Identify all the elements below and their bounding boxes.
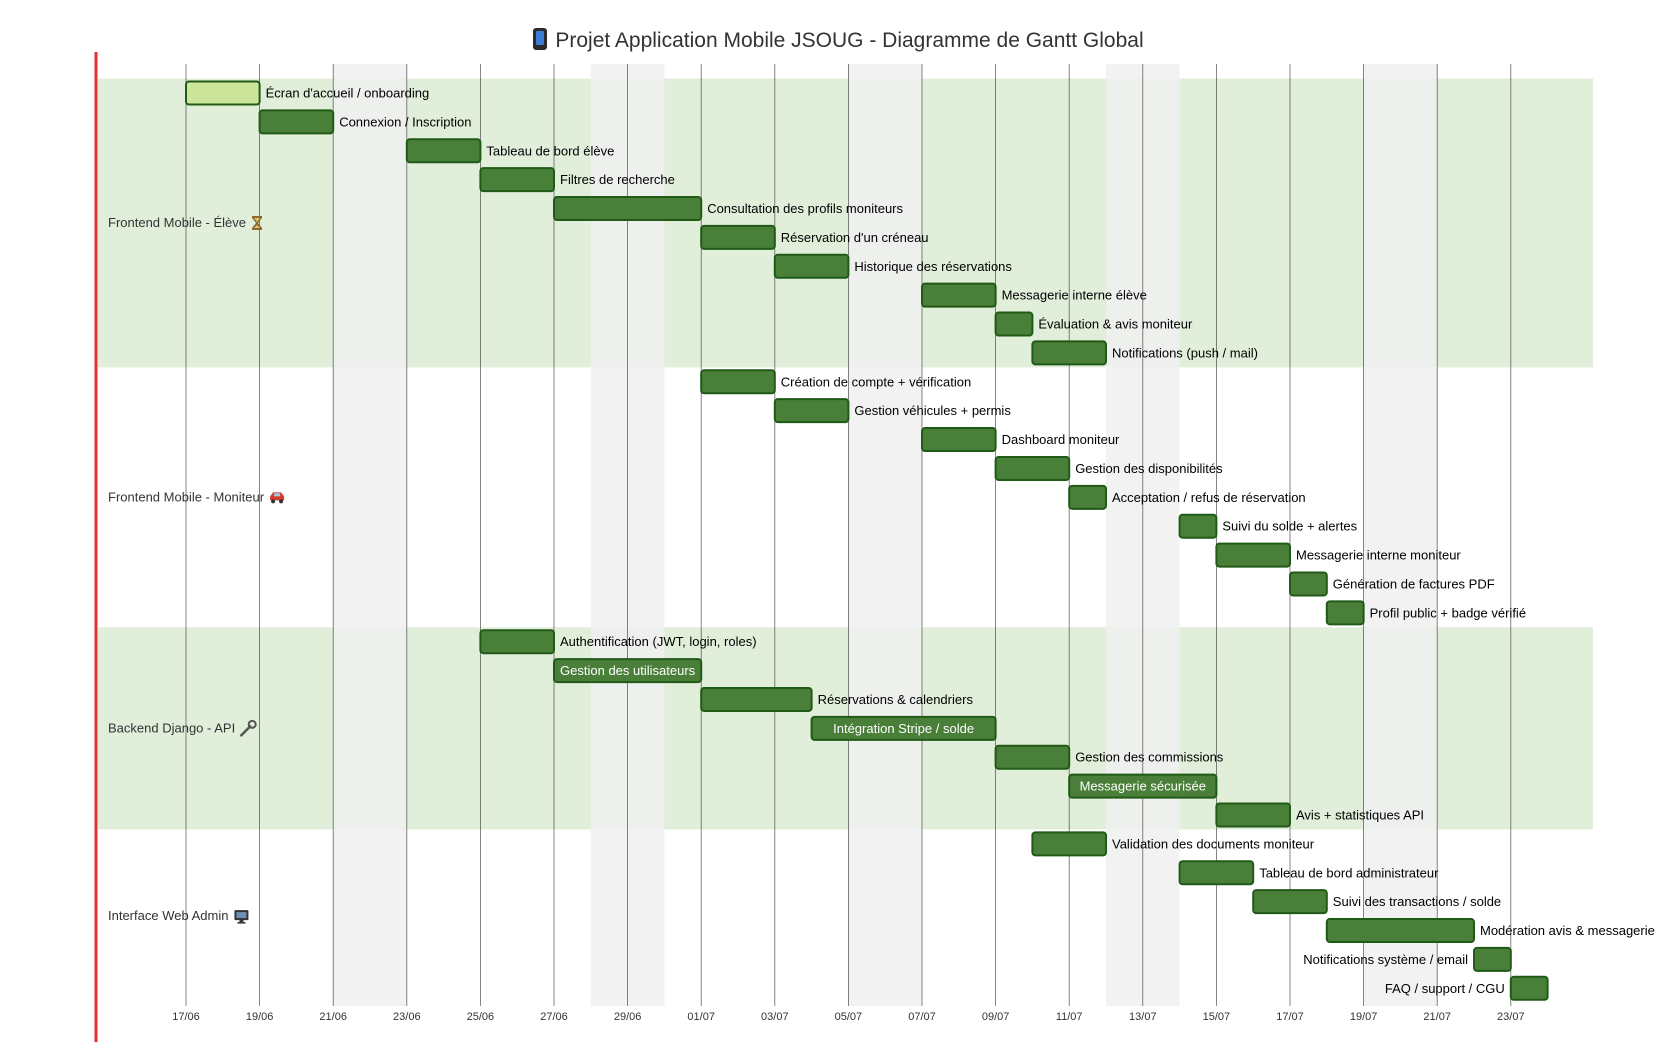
task-label: Notifications (push / mail) (1112, 345, 1258, 360)
task-bar (1327, 919, 1474, 942)
task-bar (996, 457, 1070, 480)
task-bar (480, 630, 554, 653)
section-label: Frontend Mobile - Moniteur (108, 489, 265, 504)
weekend-band (333, 64, 407, 1006)
x-tick-label: 17/07 (1276, 1011, 1304, 1023)
section-label: Backend Django - API (108, 720, 235, 735)
task-label: Création de compte + vérification (781, 374, 971, 389)
task-label: Notifications système / email (1303, 952, 1468, 967)
x-tick-label: 21/06 (319, 1011, 347, 1023)
task-bar (1511, 977, 1548, 1000)
task-label: Intégration Stripe / solde (833, 721, 974, 736)
task-label: Écran d'accueil / onboarding (266, 86, 430, 101)
desktop-computer-icon (234, 910, 248, 924)
task-bar (554, 197, 701, 220)
task-bar (480, 168, 554, 191)
x-tick-label: 23/07 (1497, 1011, 1525, 1023)
task-label: Avis + statistiques API (1296, 808, 1424, 823)
task-bar (996, 313, 1033, 336)
x-tick-label: 01/07 (687, 1011, 715, 1023)
x-tick-label: 15/07 (1203, 1011, 1231, 1023)
task-bar (1216, 804, 1290, 827)
x-tick-label: 21/07 (1423, 1011, 1451, 1023)
task-label: Modération avis & messagerie (1480, 923, 1655, 938)
task-bar (922, 428, 996, 451)
task-label: Authentification (JWT, login, roles) (560, 634, 757, 649)
task-bar (1290, 572, 1327, 595)
x-tick-label: 19/06 (246, 1011, 274, 1023)
task-label: Gestion des commissions (1075, 750, 1224, 765)
task-label: Gestion des disponibilités (1075, 461, 1223, 476)
x-tick-label: 19/07 (1350, 1011, 1378, 1023)
task-label: Acceptation / refus de réservation (1112, 490, 1306, 505)
task-label: Connexion / Inscription (339, 114, 471, 129)
task-label: Réservation d'un créneau (781, 230, 929, 245)
x-axis-ticks: 17/06 19/06 21/06 23/06 25/06 27/06 29/06 01/07… (172, 1011, 1524, 1023)
task-label: FAQ / support / CGU (1385, 981, 1505, 996)
task-label: Messagerie interne moniteur (1296, 548, 1461, 563)
x-tick-label: 23/06 (393, 1011, 421, 1023)
x-tick-label: 03/07 (761, 1011, 789, 1023)
x-tick-label: 11/07 (1056, 1011, 1083, 1023)
task-bar (1253, 890, 1327, 913)
task-label: Tableau de bord élève (486, 143, 614, 158)
x-tick-label: 17/06 (172, 1011, 200, 1023)
task-label: Suivi du solde + alertes (1222, 519, 1357, 534)
task-bar (407, 139, 481, 162)
task-bar (1180, 515, 1217, 538)
task-label: Génération de factures PDF (1333, 576, 1495, 591)
task-bar (1216, 544, 1290, 567)
task-bar (1327, 601, 1364, 624)
x-tick-label: 09/07 (982, 1011, 1010, 1023)
task-label: Réservations & calendriers (818, 692, 974, 707)
task-label: Suivi des transactions / solde (1333, 894, 1501, 909)
task-bar (775, 399, 849, 422)
task-label: Gestion des utilisateurs (560, 663, 696, 678)
task-bar (701, 370, 775, 393)
x-tick-label: 05/07 (835, 1011, 863, 1023)
task-bar (996, 746, 1070, 769)
task-label: Évaluation & avis moniteur (1038, 317, 1193, 332)
x-tick-label: 29/06 (614, 1011, 642, 1023)
task-bar (260, 110, 334, 133)
section-label: Frontend Mobile - Élève (108, 215, 246, 230)
task-label: Messagerie interne élève (1002, 288, 1147, 303)
x-tick-label: 25/06 (467, 1011, 495, 1023)
x-tick-label: 27/06 (540, 1011, 568, 1023)
task-bar (922, 284, 996, 307)
task-label: Historique des réservations (854, 259, 1012, 274)
task-bar (1180, 861, 1254, 884)
task-label: Consultation des profils moniteurs (707, 201, 903, 216)
task-bar (701, 688, 811, 711)
task-bar (1474, 948, 1511, 971)
task-bar (701, 226, 775, 249)
task-bar (1069, 486, 1106, 509)
task-label: Gestion véhicules + permis (854, 403, 1011, 418)
task-bar (186, 82, 260, 105)
task-label: Dashboard moniteur (1002, 432, 1120, 447)
task-label: Validation des documents moniteur (1112, 836, 1315, 851)
x-tick-label: 07/07 (908, 1011, 936, 1023)
task-bar (775, 255, 849, 278)
car-icon (270, 492, 284, 503)
task-bar (1032, 341, 1106, 364)
task-label: Messagerie sécurisée (1080, 779, 1206, 794)
task-bar (1032, 832, 1106, 855)
task-label: Profil public + badge vérifié (1370, 605, 1526, 620)
task-label: Filtres de recherche (560, 172, 675, 187)
task-label: Tableau de bord administrateur (1259, 865, 1439, 880)
section-label: Interface Web Admin (108, 908, 228, 923)
x-tick-label: 13/07 (1129, 1011, 1157, 1023)
